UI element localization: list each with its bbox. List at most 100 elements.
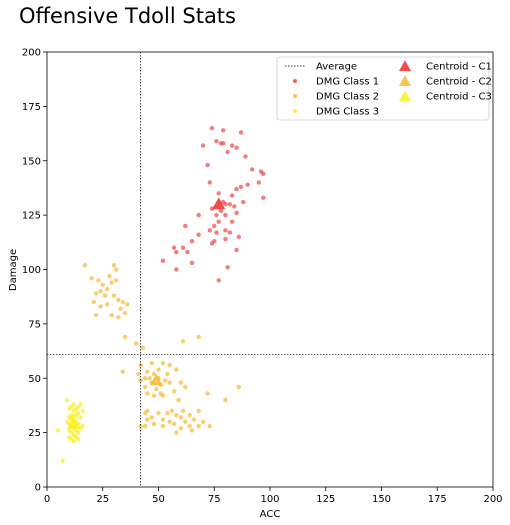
legend-marker-centroid xyxy=(399,75,411,86)
data-point xyxy=(171,389,177,394)
data-point xyxy=(227,230,233,235)
data-point xyxy=(236,234,241,240)
y-tick-label: 125 xyxy=(22,211,41,222)
data-point xyxy=(176,397,181,403)
data-point xyxy=(185,249,190,255)
data-point xyxy=(167,363,172,368)
legend-entry: Average xyxy=(316,62,357,73)
data-point xyxy=(187,413,192,418)
x-axis-label: ACC xyxy=(260,509,281,520)
data-point xyxy=(167,419,172,424)
data-point xyxy=(165,410,170,416)
centroid-marker-c3 xyxy=(67,417,81,429)
data-point xyxy=(200,419,206,424)
data-point xyxy=(180,245,186,250)
data-point xyxy=(209,125,215,131)
data-point xyxy=(113,278,119,283)
data-point xyxy=(102,293,108,298)
data-point xyxy=(218,141,224,146)
y-tick-label: 100 xyxy=(22,265,41,276)
data-point xyxy=(229,193,235,198)
data-point xyxy=(169,408,175,414)
data-point xyxy=(165,371,170,377)
data-point xyxy=(180,408,186,414)
data-point xyxy=(138,423,143,429)
data-point xyxy=(214,212,219,218)
data-point xyxy=(151,393,157,398)
data-point xyxy=(149,360,155,366)
x-tick-label: 0 xyxy=(44,494,50,505)
data-point xyxy=(91,299,97,305)
data-point xyxy=(234,186,239,192)
data-point xyxy=(223,212,228,218)
x-tick-label: 200 xyxy=(483,494,502,505)
data-point xyxy=(113,267,119,272)
data-point xyxy=(120,369,126,374)
y-tick-label: 150 xyxy=(22,156,41,167)
y-tick-label: 0 xyxy=(35,483,41,494)
data-point xyxy=(76,436,81,442)
data-point xyxy=(189,239,195,244)
data-point xyxy=(183,223,188,229)
data-point xyxy=(171,245,177,250)
data-point xyxy=(125,302,130,307)
legend-entry: DMG Class 3 xyxy=(316,107,379,118)
data-point xyxy=(207,228,212,233)
data-point xyxy=(243,154,248,159)
x-tick-label: 75 xyxy=(208,494,221,505)
data-point xyxy=(55,428,61,433)
data-point xyxy=(100,282,105,287)
data-point xyxy=(174,430,179,435)
legend-marker-centroid xyxy=(399,90,411,101)
data-point xyxy=(238,184,244,190)
data-point xyxy=(64,419,70,424)
x-tick-label: 25 xyxy=(96,494,109,505)
legend-marker-series xyxy=(293,94,297,98)
data-point xyxy=(109,280,114,285)
data-point xyxy=(205,162,210,168)
data-point xyxy=(234,145,239,150)
data-point xyxy=(136,371,141,377)
data-point xyxy=(256,180,262,185)
y-axis-label: Damage xyxy=(8,249,19,291)
x-tick-label: 50 xyxy=(152,494,165,505)
chart-title: Offensive Tdoll Stats xyxy=(19,4,236,28)
data-point xyxy=(89,276,94,281)
data-point xyxy=(171,421,177,427)
data-point xyxy=(160,417,166,422)
legend-entry: DMG Class 1 xyxy=(316,77,379,88)
data-point xyxy=(71,439,76,444)
centroid-marker-c2 xyxy=(149,373,163,386)
data-point xyxy=(134,341,139,346)
data-point xyxy=(180,339,186,344)
series-1 xyxy=(160,125,266,283)
y-tick-label: 50 xyxy=(28,374,41,385)
data-point xyxy=(207,180,212,185)
data-point xyxy=(216,219,221,224)
legend-box xyxy=(276,56,490,121)
x-tick-label: 175 xyxy=(428,494,447,505)
legend-marker-series xyxy=(293,109,297,113)
y-tick-label: 175 xyxy=(22,102,41,113)
data-point xyxy=(151,421,157,427)
data-point xyxy=(80,423,85,429)
data-point xyxy=(98,289,103,294)
data-point xyxy=(105,286,110,292)
data-point xyxy=(82,262,88,268)
data-point xyxy=(183,384,188,390)
data-point xyxy=(229,219,235,224)
x-tick-label: 100 xyxy=(260,494,279,505)
data-point xyxy=(145,391,150,396)
plot-area: 0 25 50 75 100 125 150 175 200 0 25 50 75 100 125 150 17… xyxy=(22,48,503,506)
data-point xyxy=(154,386,159,392)
data-point xyxy=(140,345,146,350)
data-point xyxy=(96,278,101,283)
data-point xyxy=(67,406,72,411)
data-point xyxy=(156,367,161,372)
data-point xyxy=(174,267,179,272)
data-point xyxy=(212,223,217,229)
data-point xyxy=(145,417,150,422)
legend-entry: Centroid - C2 xyxy=(426,77,492,88)
data-point xyxy=(200,143,206,148)
data-point xyxy=(225,149,230,155)
